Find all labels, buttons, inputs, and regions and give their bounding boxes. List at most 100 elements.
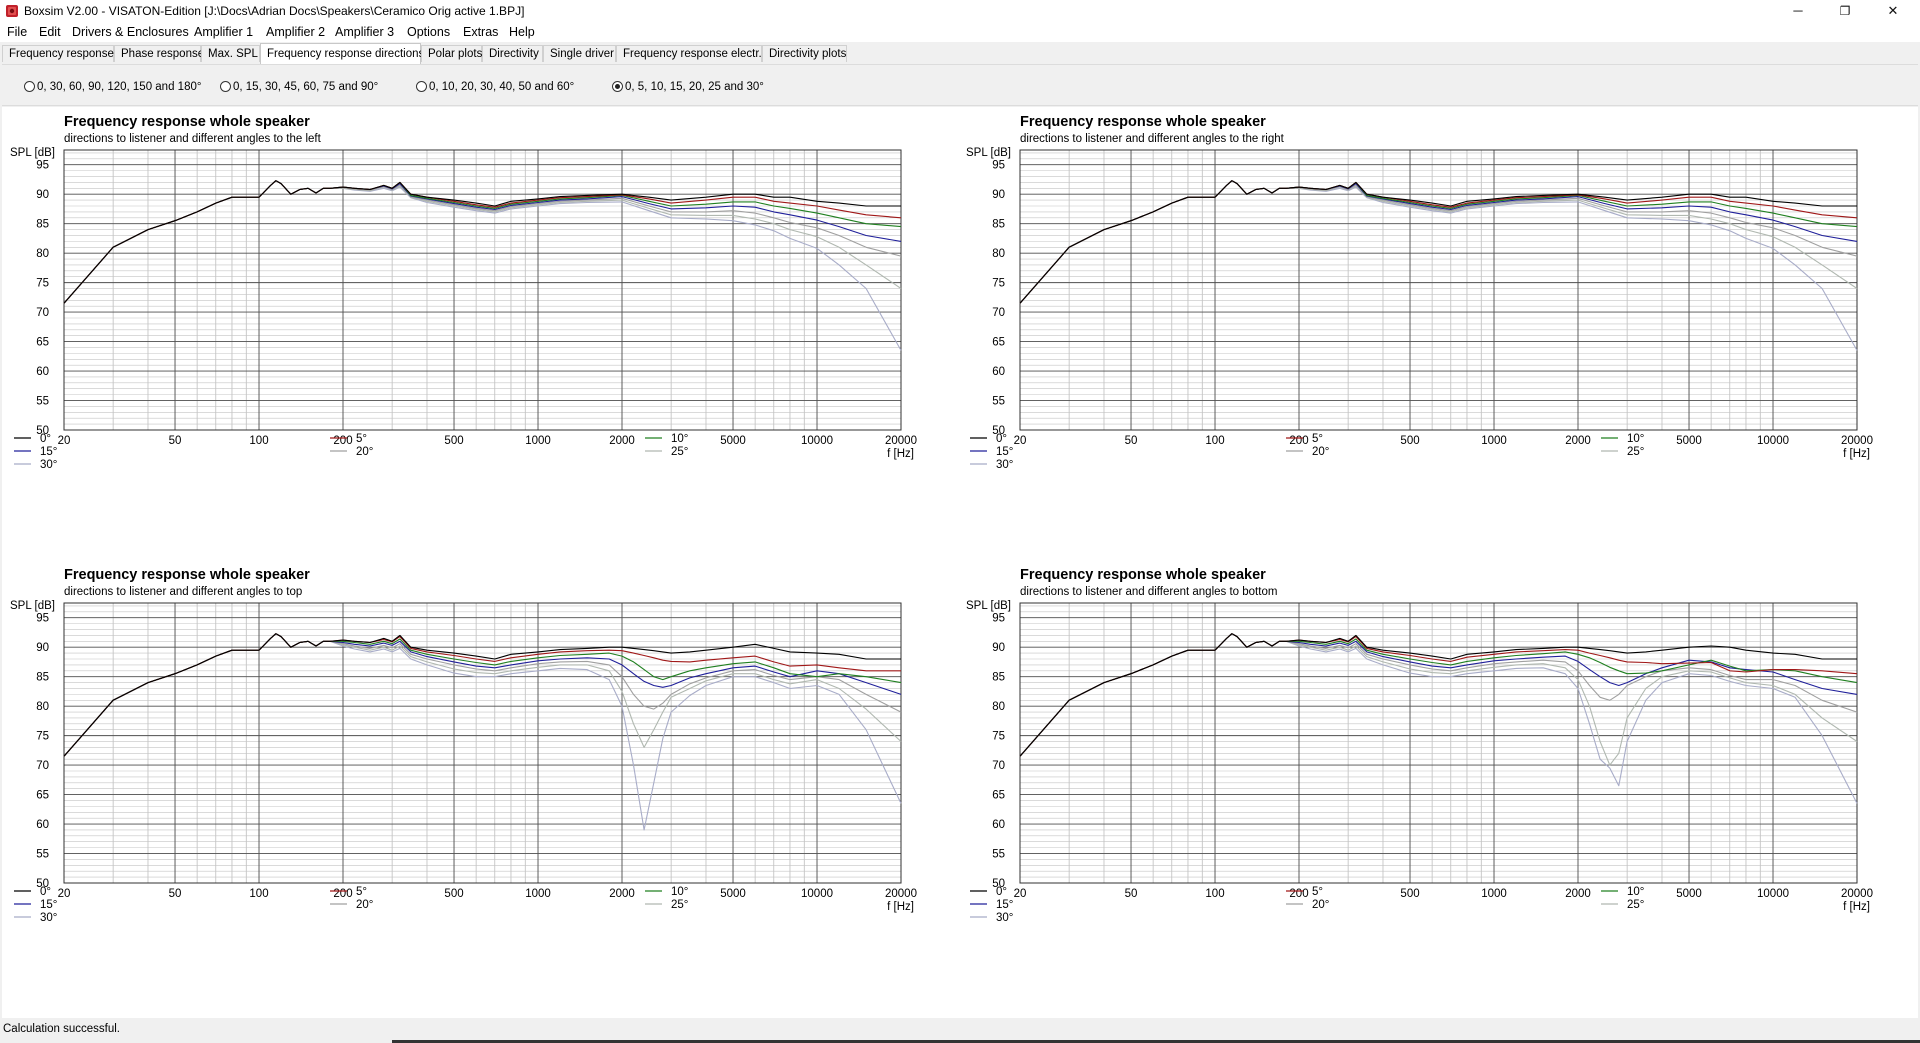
menu-bar: File Edit Drivers & Enclosures Amplifier…: [0, 22, 1920, 42]
radio-icon: [24, 81, 35, 92]
chart-legend: 0° 5° 10° 15° 20° 25° 30°: [14, 433, 688, 471]
angle-option-0-30[interactable]: 0, 5, 10, 15, 20, 25 and 30°: [612, 81, 764, 95]
series-line-20deg: [63, 633, 902, 757]
x-tick-label: 10000: [801, 435, 833, 447]
x-tick-label: 10000: [801, 888, 833, 900]
tab-directivity-plots[interactable]: Directivity plots: [762, 45, 847, 62]
plot-grid: [1019, 150, 1858, 431]
legend-label: 30°: [996, 459, 1013, 471]
legend-label: 5°: [1312, 886, 1323, 898]
x-tick-label: 5000: [720, 888, 746, 900]
series-line-20deg: [63, 180, 902, 304]
y-tick-label: 50: [992, 878, 1005, 890]
x-tick-label: 200: [1289, 435, 1308, 447]
y-tick-label: 75: [36, 278, 49, 290]
x-tick-label: 50: [169, 435, 182, 447]
minimize-button[interactable]: ─: [1793, 3, 1803, 18]
menu-options[interactable]: Options: [407, 25, 451, 39]
series-line-25deg: [1019, 633, 1858, 766]
y-tick-label: 70: [36, 307, 49, 319]
tab-frequency-response[interactable]: Frequency response.: [2, 45, 117, 62]
y-tick-label: 50: [992, 425, 1005, 437]
chart-subtitle: directions to listener and different ang…: [64, 586, 302, 598]
legend-label: 5°: [356, 433, 367, 445]
x-tick-label: 20000: [885, 435, 917, 447]
plot-frame: [1019, 149, 1858, 431]
menu-amplifier-2[interactable]: Amplifier 2: [266, 25, 326, 39]
legend-label: 30°: [40, 459, 57, 471]
tab-phase-response[interactable]: Phase response: [114, 45, 204, 62]
x-tick-label: 20: [58, 435, 71, 447]
legend-label: 15°: [40, 899, 57, 911]
y-tick-label: 70: [992, 307, 1005, 319]
y-tick-label: 60: [992, 366, 1005, 378]
y-tick-label: 80: [992, 701, 1005, 713]
series-line-5deg: [63, 180, 902, 304]
radio-icon: [220, 81, 231, 92]
series-line-0deg: [1019, 180, 1857, 304]
y-tick-label: 70: [36, 760, 49, 772]
legend-label: 20°: [356, 446, 373, 458]
y-tick-label: 80: [992, 248, 1005, 260]
x-tick-label: 20000: [1841, 888, 1873, 900]
plot-frame: [1019, 602, 1858, 884]
x-tick-label: 2000: [609, 888, 635, 900]
tab-directivity[interactable]: Directivity: [482, 45, 543, 62]
series-line-25deg: [1019, 180, 1858, 304]
chart-title: Frequency response whole speaker: [1020, 114, 1266, 130]
series-line-25deg: [63, 180, 902, 304]
y-tick-label: 75: [36, 731, 49, 743]
x-tick-label: 500: [444, 888, 463, 900]
angle-option-0-90[interactable]: 0, 15, 30, 45, 60, 75 and 90°: [220, 81, 378, 95]
tab-polar-plots[interactable]: Polar plots: [421, 45, 482, 62]
y-tick-label: 90: [36, 189, 49, 201]
menu-amplifier-1[interactable]: Amplifier 1: [194, 25, 254, 39]
x-axis-label: f [Hz]: [887, 901, 914, 913]
plot-grid: [63, 603, 902, 884]
x-tick-label: 5000: [1676, 888, 1702, 900]
restore-button[interactable]: ❐: [1839, 4, 1851, 18]
angle-option-0-60[interactable]: 0, 10, 20, 30, 40, 50 and 60°: [416, 81, 574, 95]
plot-frame: [63, 602, 902, 884]
tab-frequency-response-directions[interactable]: Frequency response directions: [260, 43, 424, 64]
y-tick-label: 95: [36, 160, 49, 172]
legend-label: 5°: [356, 886, 367, 898]
legend-label: 25°: [1627, 446, 1644, 458]
tab-frequency-response-electrical[interactable]: Frequency response electr..: [616, 45, 765, 62]
x-tick-label: 100: [1205, 888, 1224, 900]
y-tick-label: 60: [36, 819, 49, 831]
menu-extras[interactable]: Extras: [463, 25, 499, 39]
menu-edit[interactable]: Edit: [39, 25, 61, 39]
legend-label: 30°: [996, 912, 1013, 924]
x-tick-label: 5000: [1676, 435, 1702, 447]
close-button[interactable]: ✕: [1887, 3, 1899, 18]
status-text: Calculation successful.: [3, 1023, 120, 1035]
menu-drivers-enclosures[interactable]: Drivers & Enclosures: [72, 25, 189, 39]
x-tick-label: 5000: [720, 435, 746, 447]
series-line-10deg: [63, 180, 902, 304]
legend-label: 20°: [1312, 446, 1329, 458]
x-tick-label: 20: [58, 888, 71, 900]
y-tick-label: 75: [992, 731, 1005, 743]
menu-file[interactable]: File: [7, 25, 28, 39]
x-tick-label: 10000: [1757, 888, 1789, 900]
x-tick-label: 2000: [1565, 888, 1591, 900]
y-tick-label: 50: [36, 878, 49, 890]
plot-grid: [1019, 603, 1858, 884]
legend-label: 10°: [1627, 886, 1644, 898]
chart-subtitle: directions to listener and different ang…: [1020, 133, 1285, 145]
angle-option-0-180[interactable]: 0, 30, 60, 90, 120, 150 and 180°: [24, 81, 201, 95]
y-tick-label: 95: [36, 613, 49, 625]
legend-label: 15°: [996, 446, 1013, 458]
plot-grid: [63, 150, 902, 431]
chart-subtitle: directions to listener and different ang…: [64, 133, 322, 145]
x-tick-label: 500: [1400, 435, 1419, 447]
x-tick-label: 1000: [1481, 888, 1507, 900]
y-tick-label: 65: [36, 337, 49, 349]
menu-help[interactable]: Help: [509, 25, 535, 39]
tab-single-driver[interactable]: Single driver: [543, 45, 616, 62]
tab-max-spl[interactable]: Max. SPL: [201, 45, 260, 62]
menu-amplifier-3[interactable]: Amplifier 3: [335, 25, 395, 39]
y-tick-label: 55: [992, 849, 1005, 861]
legend-label: 15°: [40, 446, 57, 458]
